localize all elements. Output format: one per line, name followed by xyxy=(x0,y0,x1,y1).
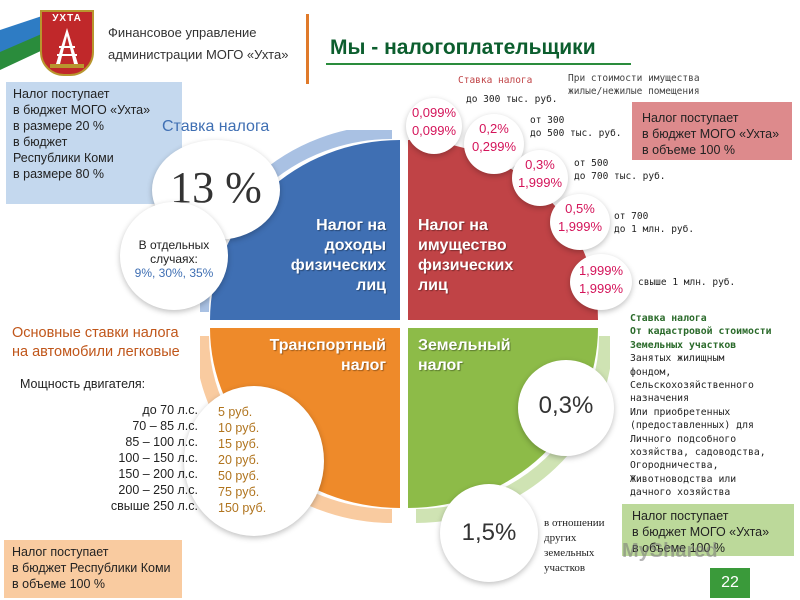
organization-name: Финансовое управление администрации МОГО… xyxy=(108,22,288,66)
income-tax-quadrant xyxy=(210,140,400,320)
land-tax-info-box: Налог поступает в бюджет МОГО «Ухта» в о… xyxy=(622,504,794,556)
land-rate-other-circle: 1,5% xyxy=(440,484,538,582)
engine-power-caption: Мощность двигателя: xyxy=(20,377,146,391)
transport-heading: Основные ставки налога на автомобили лег… xyxy=(12,325,180,360)
special-rates-values: 9%, 30%, 35% xyxy=(134,266,214,280)
watermark: MyShared xyxy=(622,540,718,562)
property-threshold-4: от 700 до 1 млн. руб. xyxy=(614,211,695,235)
special-rates-line1: В отдельных xyxy=(138,238,210,252)
land-rate-main: 0,3% xyxy=(538,392,594,419)
property-tax-info-box: Налог поступает в бюджет МОГО «Ухта» в о… xyxy=(632,102,792,160)
property-rate-circle-5: 1,999% 1,999% xyxy=(570,254,632,310)
transport-tax-label: Транспортный налог xyxy=(269,337,386,374)
land-tax-description: Ставка налога От кадастровой стоимости З… xyxy=(630,313,772,499)
property-threshold-1: до 300 тыс. руб. xyxy=(466,94,558,105)
org-line-2: администрации МОГО «Ухта» xyxy=(108,47,289,62)
land-rate-other: 1,5% xyxy=(461,519,517,546)
land-rate-main-circle: 0,3% xyxy=(518,360,614,456)
property-rate-header: Ставка налога xyxy=(458,75,533,86)
income-tax-rate-caption: Ставка налога xyxy=(162,118,270,135)
property-rate-circle-4: 0,5% 1,999% xyxy=(550,194,610,250)
engine-power-list: до 70 л.с. 70 – 85 л.с. 85 – 100 л.с. 10… xyxy=(110,403,198,513)
page-number: 22 xyxy=(710,568,750,598)
emblem-text: УХТА xyxy=(52,13,82,24)
special-rates-circle: В отдельных случаях: 9%, 30%, 35% xyxy=(120,202,228,310)
income-tax-label: Налог на доходы физических лиц xyxy=(290,217,386,294)
title-underline xyxy=(326,63,631,65)
property-value-header: При стоимости имущества жилые/нежилые по… xyxy=(568,73,700,97)
property-threshold-5: свыше 1 млн. руб. xyxy=(638,277,736,288)
page-title: Мы - налогоплательщики xyxy=(330,36,596,59)
property-rate-circle-3: 0,3% 1,999% xyxy=(512,150,568,206)
org-line-1: Финансовое управление xyxy=(108,25,257,40)
special-rates-line2: случаях: xyxy=(150,252,198,266)
header-divider xyxy=(306,14,309,84)
property-rate-circle-2: 0,2% 0,299% xyxy=(464,114,524,174)
property-threshold-2: от 300 до 500 тыс. руб. xyxy=(530,115,622,139)
transport-tax-info-box: Налог поступает в бюджет Республики Коми… xyxy=(4,540,182,598)
property-threshold-3: от 500 до 700 тыс. руб. xyxy=(574,158,666,182)
property-rate-circle-1: 0,099% 0,099% xyxy=(406,98,462,154)
property-tax-quadrant xyxy=(408,140,598,320)
property-tax-label: Налог на имущество физических лиц xyxy=(418,217,514,294)
land-tax-label: Земельный налог xyxy=(418,337,511,374)
transport-rate-list: 5 руб. 10 руб. 15 руб. 20 руб. 50 руб. 7… xyxy=(218,405,267,515)
land-other-description: в отношении других земельных участков xyxy=(544,517,605,574)
derrick-icon xyxy=(50,28,84,68)
city-emblem: УХТА xyxy=(40,10,94,76)
transport-rates-circle xyxy=(184,386,324,536)
